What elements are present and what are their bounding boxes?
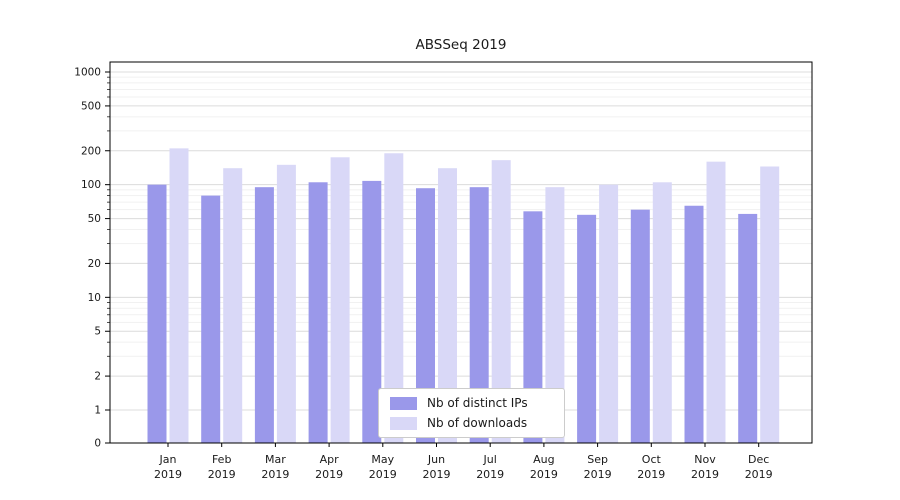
x-tick-label: Feb 2019 <box>208 453 236 481</box>
bar-distinct-ips-jul <box>469 187 489 443</box>
y-tick-label: 2 <box>94 371 101 383</box>
x-tick-label: Jan 2019 <box>154 453 182 481</box>
bar-distinct-ips-aug <box>523 211 543 443</box>
bar-downloads-mar <box>276 164 296 443</box>
bar-distinct-ips-feb <box>201 195 221 443</box>
plot-border <box>109 61 813 444</box>
bar-distinct-ips-sep <box>577 214 597 443</box>
y-tick-label: 50 <box>88 213 101 225</box>
legend-item-downloads: Nb of downloads <box>390 416 550 430</box>
bar-downloads-sep <box>599 184 619 443</box>
x-tick-label: Apr 2019 <box>315 453 343 481</box>
legend: Nb of distinct IPs Nb of downloads <box>378 388 565 438</box>
y-tick-label: 100 <box>81 179 101 191</box>
legend-swatch-distinct-ips <box>390 396 417 410</box>
bar-downloads-jul <box>491 160 511 443</box>
x-tick-label: Mar 2019 <box>261 453 289 481</box>
y-tick-label: 10 <box>88 292 101 304</box>
y-tick-label: 5 <box>94 326 101 338</box>
x-tick-label: May 2019 <box>369 453 397 481</box>
legend-swatch-downloads <box>390 416 417 430</box>
y-tick-label: 1 <box>94 405 101 417</box>
bar-downloads-nov <box>706 161 726 444</box>
bar-downloads-feb <box>223 168 243 443</box>
y-tick-label: 20 <box>88 258 101 270</box>
legend-label-downloads: Nb of downloads <box>427 416 528 430</box>
bar-downloads-aug <box>545 187 565 443</box>
bar-downloads-jun <box>438 168 457 443</box>
bar-distinct-ips-mar <box>254 187 274 443</box>
bar-downloads-jan <box>169 148 189 444</box>
chart-title: ABSSeq 2019 <box>415 37 507 53</box>
y-tick-label: 1000 <box>74 67 101 79</box>
bar-distinct-ips-jun <box>416 188 435 443</box>
bar-distinct-ips-may <box>362 180 382 443</box>
bar-distinct-ips-dec <box>738 213 758 443</box>
bar-downloads-apr <box>330 157 350 444</box>
x-tick-label: Sep 2019 <box>584 453 612 481</box>
bar-downloads-dec <box>760 166 780 443</box>
x-tick-label: Nov 2019 <box>691 453 719 481</box>
legend-item-distinct-ips: Nb of distinct IPs <box>390 396 550 410</box>
y-tick-label: 200 <box>81 145 101 157</box>
x-tick-label: Aug 2019 <box>530 453 558 481</box>
bar-downloads-may <box>384 153 404 443</box>
bar-distinct-ips-jan <box>147 184 167 443</box>
x-tick-label: Oct 2019 <box>637 453 665 481</box>
x-tick-label: Dec 2019 <box>745 453 773 481</box>
x-tick-label: Jun 2019 <box>423 453 451 481</box>
y-tick-label: 500 <box>81 100 101 112</box>
x-tick-label: Jul 2019 <box>476 453 504 481</box>
legend-label-distinct-ips: Nb of distinct IPs <box>427 396 528 410</box>
bar-distinct-ips-apr <box>308 182 328 443</box>
bar-distinct-ips-oct <box>630 209 650 443</box>
bar-distinct-ips-nov <box>684 205 704 443</box>
bar-downloads-oct <box>652 182 672 443</box>
y-tick-label: 0 <box>94 438 101 450</box>
